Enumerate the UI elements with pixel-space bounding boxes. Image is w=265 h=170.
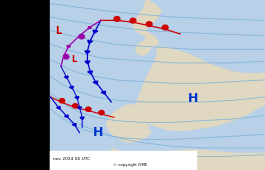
Text: H: H — [93, 126, 103, 139]
Text: © copyright IYME: © copyright IYME — [113, 163, 147, 167]
Polygon shape — [72, 123, 76, 126]
Polygon shape — [75, 97, 79, 99]
Text: nov 2024 06 UTC: nov 2024 06 UTC — [53, 157, 90, 161]
Polygon shape — [86, 107, 91, 111]
Polygon shape — [85, 61, 90, 64]
Polygon shape — [162, 25, 168, 30]
Polygon shape — [135, 41, 151, 56]
Bar — [50, 0, 265, 170]
Polygon shape — [130, 18, 136, 23]
Text: L: L — [55, 26, 61, 36]
Polygon shape — [67, 45, 71, 48]
Text: H: H — [188, 92, 199, 105]
Polygon shape — [114, 16, 120, 21]
Polygon shape — [59, 99, 65, 103]
Polygon shape — [85, 51, 90, 54]
Polygon shape — [64, 76, 68, 79]
Polygon shape — [101, 91, 105, 94]
Polygon shape — [93, 81, 98, 84]
Polygon shape — [80, 117, 84, 120]
Polygon shape — [135, 46, 265, 131]
Polygon shape — [88, 71, 92, 74]
Polygon shape — [56, 106, 60, 109]
Polygon shape — [93, 30, 98, 33]
Polygon shape — [70, 86, 73, 89]
Polygon shape — [99, 110, 104, 115]
Polygon shape — [88, 27, 91, 29]
Polygon shape — [146, 22, 152, 26]
Polygon shape — [132, 0, 162, 48]
Bar — [50, 151, 196, 170]
Polygon shape — [64, 115, 68, 118]
Polygon shape — [73, 104, 78, 108]
Polygon shape — [111, 148, 265, 170]
Polygon shape — [79, 34, 84, 39]
Polygon shape — [106, 104, 151, 143]
Text: L: L — [72, 55, 77, 64]
Polygon shape — [77, 107, 82, 109]
Polygon shape — [88, 40, 92, 43]
Polygon shape — [63, 55, 69, 59]
